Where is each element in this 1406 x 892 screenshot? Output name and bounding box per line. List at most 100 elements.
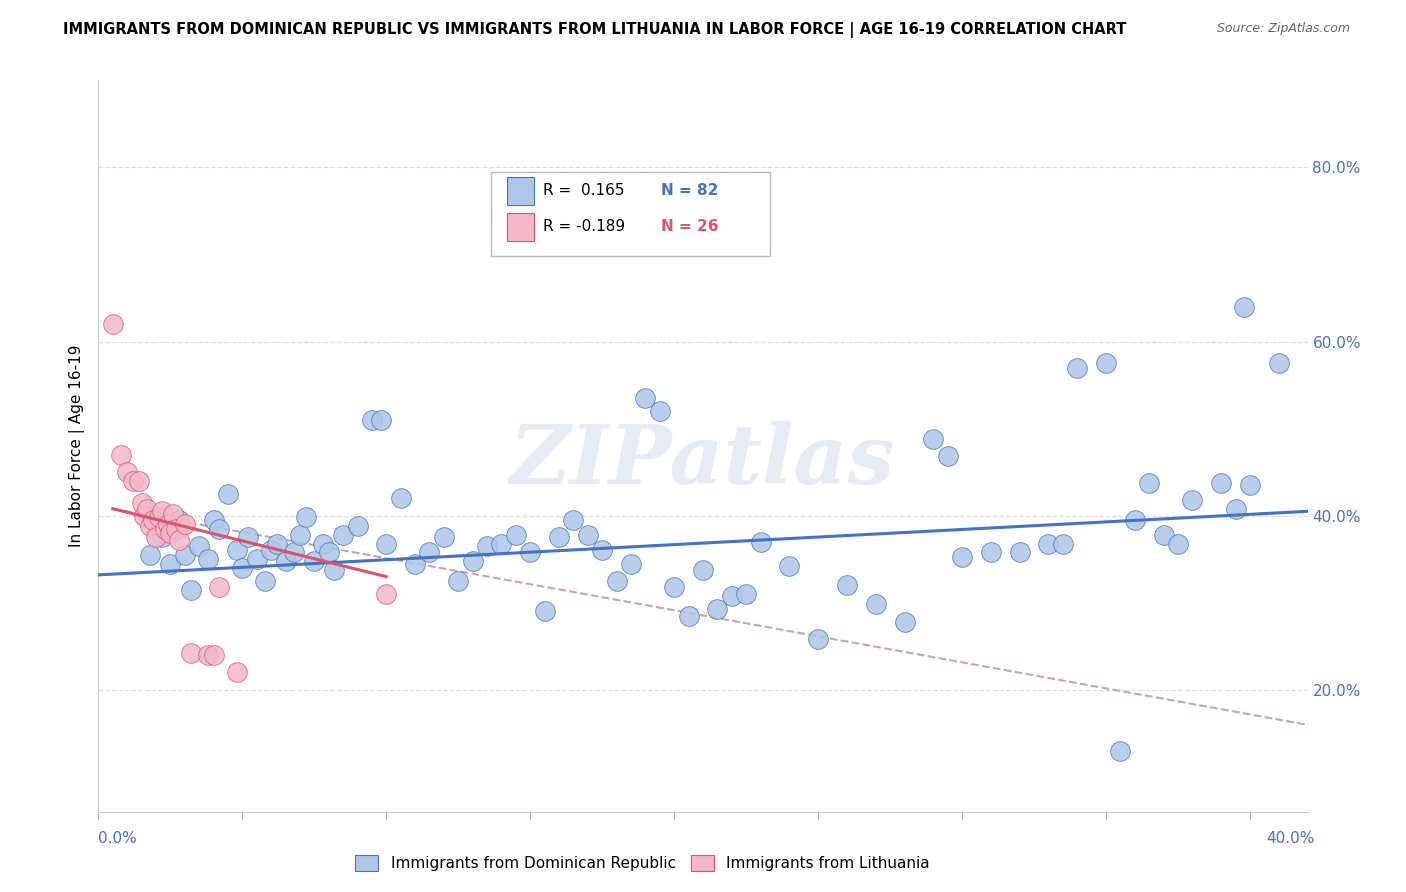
Text: 40.0%: 40.0% (1267, 831, 1315, 846)
Point (1239, 478, 1261, 492)
Point (318, 545, 340, 559)
Point (217, 487, 239, 501)
Point (835, 578, 858, 592)
FancyBboxPatch shape (508, 177, 534, 204)
Text: R = -0.189: R = -0.189 (543, 219, 626, 235)
Point (664, 580, 686, 594)
Point (188, 539, 211, 553)
Point (202, 513, 225, 527)
Point (173, 517, 195, 532)
Point (461, 554, 484, 568)
Point (433, 530, 456, 544)
Point (173, 548, 195, 562)
Point (156, 517, 179, 532)
Point (1167, 536, 1189, 550)
Legend: Immigrants from Dominican Republic, Immigrants from Lithuania: Immigrants from Dominican Republic, Immi… (349, 849, 936, 877)
Point (404, 557, 426, 571)
Point (139, 519, 162, 533)
Point (134, 508, 156, 523)
Point (418, 545, 440, 559)
Point (283, 545, 305, 559)
Point (505, 528, 527, 542)
Point (1153, 528, 1175, 542)
Point (167, 533, 190, 547)
Point (720, 589, 742, 603)
Point (101, 317, 124, 331)
Point (548, 530, 571, 544)
Point (893, 615, 915, 629)
Point (142, 513, 165, 527)
Point (148, 510, 170, 524)
Point (1211, 475, 1233, 490)
Point (197, 648, 219, 662)
Text: Source: ZipAtlas.com: Source: ZipAtlas.com (1216, 22, 1350, 36)
Point (375, 587, 398, 601)
Point (180, 582, 202, 597)
Point (1233, 300, 1256, 314)
Point (139, 548, 162, 562)
Y-axis label: In Labor Force | Age 16-19: In Labor Force | Age 16-19 (69, 344, 84, 548)
Point (260, 543, 283, 558)
Point (1066, 360, 1088, 375)
Point (231, 561, 253, 575)
Point (648, 404, 671, 418)
Point (980, 545, 1002, 559)
Point (692, 563, 714, 577)
Point (1268, 356, 1291, 370)
Point (576, 528, 599, 542)
Point (749, 534, 772, 549)
Point (131, 495, 153, 509)
Point (1109, 744, 1132, 758)
Point (678, 608, 700, 623)
Point (150, 530, 173, 544)
Point (225, 665, 247, 680)
Point (706, 602, 728, 616)
Point (1038, 536, 1060, 550)
Point (1095, 356, 1118, 370)
Point (634, 391, 657, 405)
Point (153, 522, 176, 536)
Point (294, 510, 316, 524)
Point (323, 563, 346, 577)
Point (606, 574, 628, 588)
Point (1225, 501, 1247, 516)
Point (208, 580, 231, 594)
FancyBboxPatch shape (492, 171, 769, 256)
Point (1052, 536, 1074, 550)
Point (735, 587, 758, 601)
Text: ZIPatlas: ZIPatlas (510, 421, 896, 500)
Point (447, 574, 470, 588)
Point (361, 413, 384, 427)
Point (332, 528, 354, 542)
Point (346, 519, 368, 533)
Point (475, 539, 498, 553)
Point (620, 557, 643, 571)
Point (266, 536, 288, 550)
Point (936, 450, 959, 464)
Point (202, 648, 225, 662)
Point (375, 536, 398, 550)
Point (591, 543, 613, 558)
Point (180, 646, 202, 660)
Point (950, 550, 973, 565)
Point (304, 554, 326, 568)
Point (115, 465, 138, 479)
Point (533, 604, 555, 618)
Point (562, 513, 585, 527)
Point (274, 554, 297, 568)
Point (159, 526, 181, 541)
Point (225, 543, 247, 558)
Point (491, 536, 513, 550)
Point (389, 491, 412, 506)
Point (128, 474, 150, 488)
Point (167, 513, 190, 527)
Point (162, 507, 184, 521)
Point (165, 522, 187, 536)
Point (159, 557, 181, 571)
Point (254, 574, 277, 588)
Point (110, 448, 132, 462)
Point (1181, 493, 1204, 508)
Point (236, 530, 259, 544)
Point (1137, 475, 1160, 490)
Text: 0.0%: 0.0% (98, 831, 138, 846)
